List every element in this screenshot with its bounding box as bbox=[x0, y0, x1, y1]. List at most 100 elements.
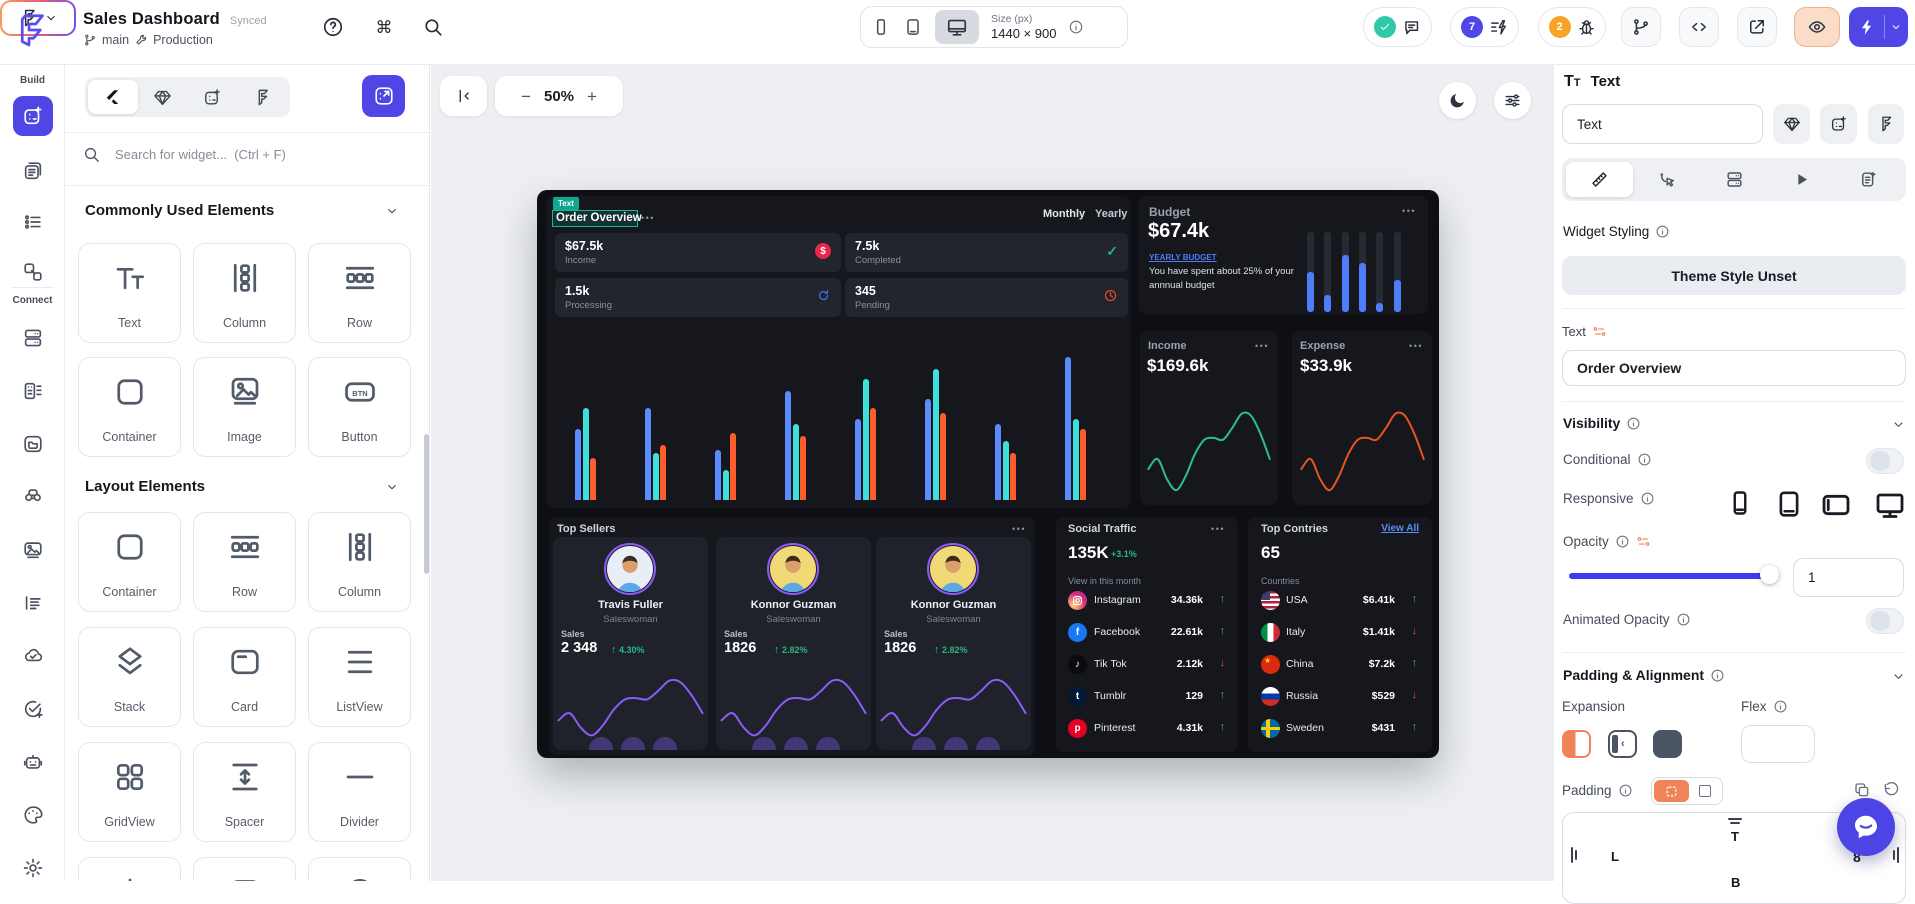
widget-container[interactable]: Container bbox=[78, 357, 181, 457]
widget-search[interactable] bbox=[82, 145, 412, 164]
dark-mode-toggle-button[interactable] bbox=[1439, 82, 1476, 119]
widget-styling-info-icon[interactable] bbox=[1655, 224, 1670, 239]
stat-tile-pending[interactable]: 345 Pending bbox=[845, 278, 1128, 317]
widget-w-tab[interactable] bbox=[193, 857, 296, 881]
widget-listview[interactable]: ListView bbox=[308, 627, 411, 727]
design-system-button[interactable] bbox=[1773, 104, 1810, 144]
panel-expand-button[interactable] bbox=[362, 75, 405, 117]
padding-right-value[interactable]: 8 bbox=[1853, 849, 1861, 865]
palette-tab-flutterflow-widgets[interactable] bbox=[237, 80, 287, 114]
padding-top-handle[interactable] bbox=[1728, 818, 1742, 820]
widget-w-vdivider[interactable] bbox=[78, 857, 181, 881]
responsive-tablet-landscape-icon[interactable] bbox=[1820, 489, 1852, 521]
tab-documentation[interactable] bbox=[1835, 162, 1902, 197]
visibility-collapse-icon[interactable] bbox=[1891, 417, 1906, 432]
carousel-dot[interactable] bbox=[621, 737, 645, 750]
opacity-slider-thumb[interactable] bbox=[1760, 565, 1779, 584]
view-code-button[interactable] bbox=[1679, 7, 1719, 47]
widget-text[interactable]: Text bbox=[78, 243, 181, 343]
top-sellers-menu[interactable]: ••• bbox=[1012, 524, 1026, 534]
order-overview-title[interactable]: Order Overview bbox=[552, 210, 642, 227]
budget-card[interactable]: Budget ••• $67.4k YEARLY BUDGET You have… bbox=[1138, 196, 1428, 314]
country-row-sweden[interactable]: Sweden $431 ↑ bbox=[1248, 719, 1432, 741]
tab-properties[interactable] bbox=[1566, 162, 1634, 197]
palette-tab-design-systems[interactable] bbox=[138, 80, 188, 114]
expense-menu[interactable]: ••• bbox=[1409, 341, 1423, 351]
branch-name[interactable]: main bbox=[102, 33, 130, 47]
top-countries-card[interactable]: Top Contries View All 65 Countries USA $… bbox=[1248, 517, 1432, 752]
responsive-tablet-icon[interactable] bbox=[1774, 489, 1804, 519]
section-collapse-icon[interactable] bbox=[385, 480, 399, 494]
yearly-budget-link[interactable]: YEARLY BUDGET bbox=[1149, 253, 1217, 262]
widget-w-circle[interactable] bbox=[308, 857, 411, 881]
padding-left-handle[interactable] bbox=[1571, 847, 1573, 863]
widget-row[interactable]: Row bbox=[308, 243, 411, 343]
opacity-info-icon[interactable] bbox=[1615, 534, 1630, 549]
widget-row[interactable]: Row bbox=[193, 512, 296, 612]
animated-opacity-info-icon[interactable] bbox=[1676, 612, 1691, 627]
rail-item-tests[interactable] bbox=[13, 689, 53, 729]
command-palette-button[interactable]: ⌘ bbox=[372, 15, 396, 42]
seller-tile[interactable]: Konnor Guzman Saleswoman Sales 1826 ↑ 2.… bbox=[716, 537, 871, 750]
share-export-button[interactable] bbox=[1737, 7, 1777, 47]
seller-tile[interactable]: Travis Fuller Saleswoman Sales 2 348 ↑ 4… bbox=[553, 537, 708, 750]
social-row-instagram[interactable]: Instagram 34.36k ↑ bbox=[1056, 591, 1238, 613]
opacity-slider[interactable] bbox=[1569, 573, 1779, 579]
palette-tab-custom-widgets[interactable] bbox=[188, 80, 238, 114]
rail-item-content[interactable] bbox=[13, 583, 53, 623]
stat-tile-processing[interactable]: 1.5k Processing bbox=[555, 278, 841, 317]
padding-mode-individual[interactable] bbox=[1689, 785, 1720, 797]
responsive-phone-icon[interactable] bbox=[1726, 489, 1754, 517]
rail-item-cloud-functions[interactable] bbox=[13, 636, 53, 676]
widget-search-input[interactable] bbox=[115, 147, 395, 162]
rail-item-theme[interactable] bbox=[13, 795, 53, 835]
widget-image[interactable]: Image bbox=[193, 357, 296, 457]
country-row-china[interactable]: ★ China $7.2k ↑ bbox=[1248, 655, 1432, 677]
widget-card[interactable]: Card bbox=[193, 627, 296, 727]
expansion-option-min[interactable]: ‹ bbox=[1608, 730, 1637, 758]
social-row-tumblr[interactable]: t Tumblr 129 ↑ bbox=[1056, 687, 1238, 709]
padding-mode-all-selected[interactable] bbox=[1654, 780, 1689, 802]
section-collapse-icon[interactable] bbox=[385, 204, 399, 218]
rail-item-media[interactable] bbox=[13, 530, 53, 570]
social-row-facebook[interactable]: f Facebook 22.61k ↑ bbox=[1056, 623, 1238, 645]
help-button[interactable] bbox=[322, 16, 344, 41]
padding-collapse-icon[interactable] bbox=[1891, 669, 1906, 684]
carousel-dot[interactable] bbox=[912, 737, 936, 750]
carousel-dot[interactable] bbox=[816, 737, 840, 750]
social-row-tik-tok[interactable]: ♪ Tik Tok 2.12k ↓ bbox=[1056, 655, 1238, 677]
design-canvas[interactable]: − 50% + Text Order Overview ••• Budget •… bbox=[431, 65, 1553, 881]
run-button[interactable] bbox=[1849, 7, 1908, 47]
widget-button[interactable]: BTN Button bbox=[308, 357, 411, 457]
tab-actions[interactable] bbox=[1768, 162, 1835, 197]
period-tab-monthly[interactable]: Monthly bbox=[1043, 208, 1086, 220]
responsive-info-icon[interactable] bbox=[1640, 491, 1655, 506]
income-menu[interactable]: ••• bbox=[1255, 341, 1269, 351]
rail-item-pages[interactable] bbox=[13, 151, 53, 191]
carousel-dot[interactable] bbox=[653, 737, 677, 750]
opacity-variable-icon[interactable] bbox=[1636, 534, 1651, 549]
panel-scrollbar[interactable] bbox=[424, 434, 429, 574]
rail-item-data-types[interactable] bbox=[13, 371, 53, 411]
rail-item-integrations[interactable] bbox=[13, 477, 53, 517]
top-sellers-card[interactable]: Top Sellers ••• Travis Fuller Saleswoman… bbox=[549, 517, 1035, 755]
set-from-variable-icon[interactable] bbox=[1592, 324, 1607, 339]
ai-style-button[interactable] bbox=[1868, 104, 1904, 144]
collapse-panel-button[interactable] bbox=[440, 76, 487, 116]
zoom-out-button[interactable]: − bbox=[521, 86, 531, 106]
order-overview-menu[interactable]: ••• bbox=[641, 213, 655, 223]
expansion-option-flexible[interactable] bbox=[1562, 730, 1591, 758]
social-traffic-card[interactable]: Social Traffic ••• 135K +3.1% View in th… bbox=[1056, 517, 1238, 752]
phone-device-icon[interactable] bbox=[871, 17, 891, 37]
zoom-in-button[interactable]: + bbox=[587, 86, 597, 106]
environment-name[interactable]: Production bbox=[153, 33, 213, 47]
country-row-italy[interactable]: Italy $1.41k ↓ bbox=[1248, 623, 1432, 645]
text-value-input[interactable] bbox=[1562, 350, 1906, 386]
carousel-dot[interactable] bbox=[589, 737, 613, 750]
stat-tile-income[interactable]: $67.5k Income $ bbox=[555, 233, 841, 272]
widget-column[interactable]: Column bbox=[308, 512, 411, 612]
size-info-icon[interactable] bbox=[1068, 19, 1084, 35]
view-all-link[interactable]: View All bbox=[1381, 523, 1419, 534]
conditional-info-icon[interactable] bbox=[1637, 452, 1652, 467]
opacity-value-input[interactable] bbox=[1793, 558, 1904, 597]
